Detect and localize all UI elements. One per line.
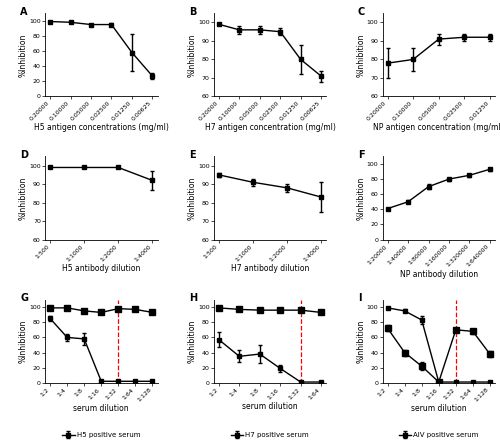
X-axis label: NP antigen concentration (mg/ml): NP antigen concentration (mg/ml) [374, 124, 500, 132]
Text: G: G [20, 293, 28, 303]
Y-axis label: %Inhibition: %Inhibition [356, 176, 366, 220]
Text: I: I [358, 293, 361, 303]
Text: B: B [189, 7, 196, 17]
Text: F: F [358, 150, 364, 160]
Text: C: C [358, 7, 365, 17]
Y-axis label: %Inhibition: %Inhibition [356, 33, 366, 77]
Y-axis label: %Inhibition: %Inhibition [19, 33, 28, 77]
Legend: AIV positive serum, Negative serum: AIV positive serum, Negative serum [396, 429, 482, 440]
Legend: H5 positive serum, Negative serum: H5 positive serum, Negative serum [60, 429, 143, 440]
X-axis label: serum dilution: serum dilution [411, 404, 467, 414]
X-axis label: H7 antibody dilution: H7 antibody dilution [231, 264, 309, 273]
Text: A: A [20, 7, 28, 17]
X-axis label: H5 antibody dilution: H5 antibody dilution [62, 264, 140, 273]
Legend: H7 positive serum, Negative serum: H7 positive serum, Negative serum [228, 429, 312, 440]
X-axis label: H7 antigen concentration (mg/ml): H7 antigen concentration (mg/ml) [204, 124, 336, 132]
X-axis label: H5 antigen concentrations (mg/ml): H5 antigen concentrations (mg/ml) [34, 124, 168, 132]
X-axis label: NP antibody dilution: NP antibody dilution [400, 270, 478, 279]
Y-axis label: %Inhibition: %Inhibition [188, 33, 196, 77]
Y-axis label: %Inhibition: %Inhibition [19, 319, 28, 363]
Text: H: H [189, 293, 197, 303]
Y-axis label: %Inhibition: %Inhibition [188, 319, 196, 363]
X-axis label: serum dilution: serum dilution [74, 404, 129, 414]
Y-axis label: %Inhibition: %Inhibition [356, 319, 366, 363]
Text: D: D [20, 150, 28, 160]
X-axis label: serum dilution: serum dilution [242, 402, 298, 411]
Y-axis label: %Inhibition: %Inhibition [188, 176, 196, 220]
Y-axis label: %Inhibition: %Inhibition [19, 176, 28, 220]
Text: E: E [189, 150, 196, 160]
